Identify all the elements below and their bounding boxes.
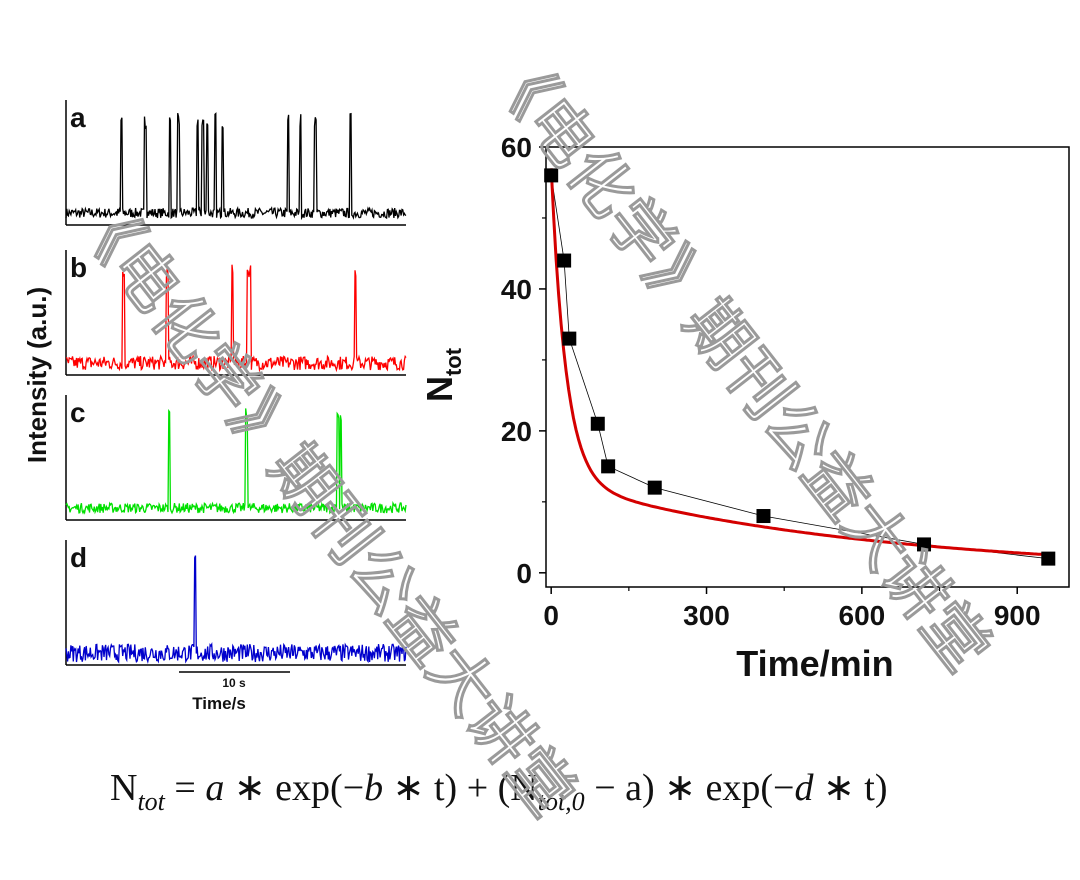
data-point [647,480,662,495]
y-tick-label: 40 [501,274,532,305]
eq-tot0-sub: tot,0 [538,787,585,816]
data-point [917,537,932,552]
eq-tot-sub: tot [137,787,165,816]
eq-exp2: − a) ∗ exp(− [585,767,795,809]
time-min-axis-label: Time/min [736,643,893,684]
trace-letter-a: a [70,102,86,133]
eq-d: d [794,767,814,809]
traces-x-label: Time/s [192,694,246,713]
data-point [544,168,559,183]
data-point [562,331,577,346]
eq-n: N [110,767,137,809]
trace-panel-d: d [65,540,407,666]
x-tick-label: 600 [839,600,886,631]
fit-curve [549,168,1049,557]
eq-equals: = [165,767,205,809]
trace-letter-c: c [70,397,86,428]
plot-frame [545,146,1070,588]
data-point [590,416,605,431]
data-point [557,253,572,268]
data-point [601,459,616,474]
trace-line-b [65,264,407,373]
data-point [1041,551,1056,566]
trace-panel-b: b [65,250,407,376]
eq-b: b [364,767,383,809]
ntot-label-sub: tot [441,347,466,376]
ntot-label-main: N [419,376,460,402]
trace-line-a [65,112,407,221]
eq-exp1: ∗ exp(− [224,767,364,809]
trace-panel-c: c [65,395,407,521]
eq-close: ∗ t) [813,767,887,809]
fit-equation: Ntot = a ∗ exp(−b ∗ t) + (Ntot,0 − a) ∗ … [110,767,888,816]
trace-line-c [65,408,407,515]
intensity-traces-panel: a b c d [65,100,407,666]
time-scale-bar: 10 s Time/s [179,671,290,713]
trace-letter-d: d [70,542,87,573]
intensity-axis-label: Intensity (a.u.) [22,287,52,463]
eq-a: a [205,767,224,809]
trace-letter-b: b [70,252,87,283]
x-tick-label: 300 [683,600,730,631]
ntot-decay-chart: 0 300 600 900 0 20 40 60 [501,132,1070,631]
trace-panel-a: a [65,100,407,226]
trace-line-d [65,555,407,664]
ntot-axis-label: Ntot [419,347,466,402]
x-tick-label: 0 [543,600,559,631]
y-tick-label: 0 [516,558,532,589]
data-point [756,509,771,524]
y-tick-label: 60 [501,132,532,163]
scale-bar-label: 10 s [222,676,246,690]
x-tick-label: 900 [994,600,1041,631]
eq-plus: ∗ t) + (N [383,767,538,809]
y-tick-label: 20 [501,416,532,447]
